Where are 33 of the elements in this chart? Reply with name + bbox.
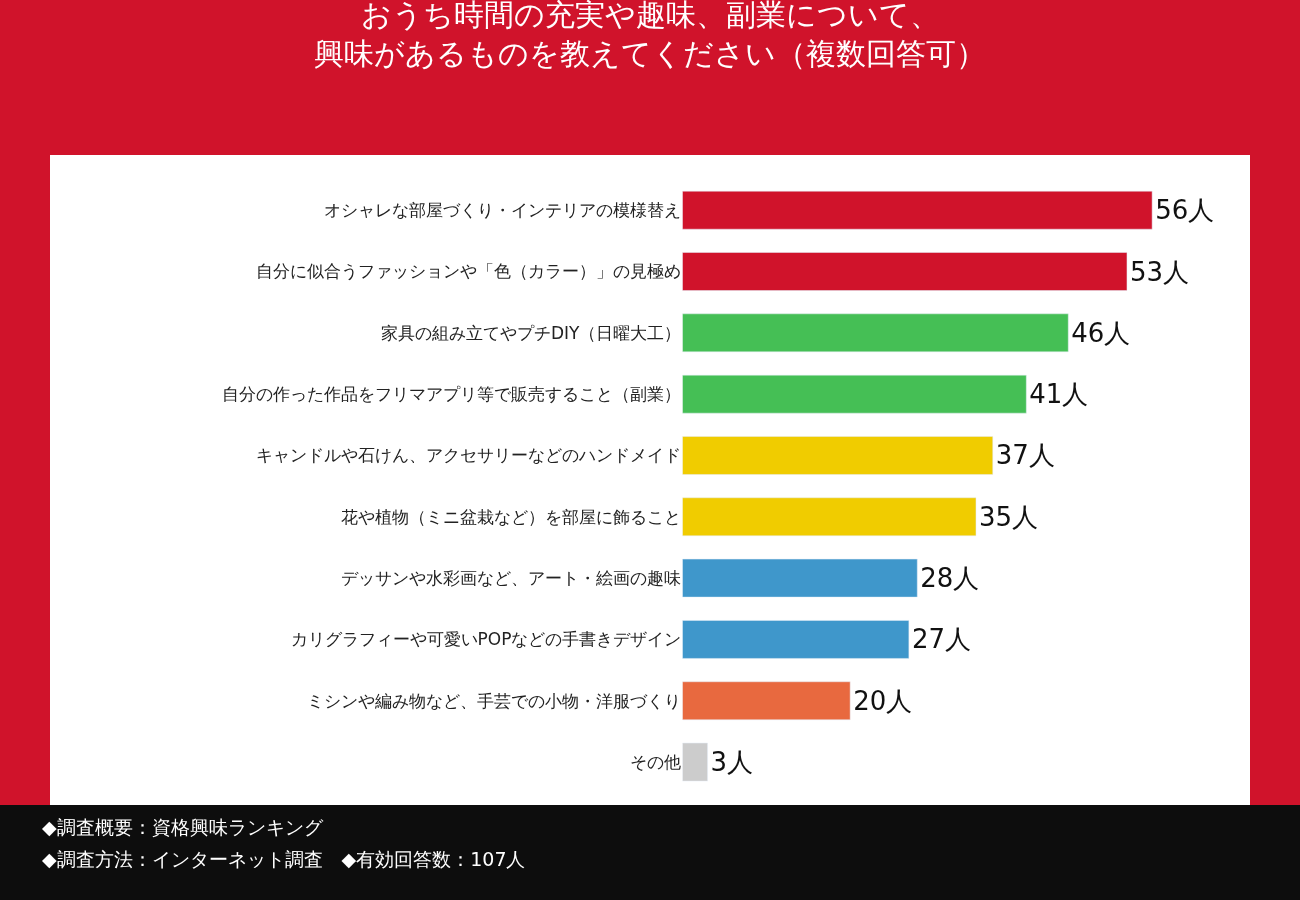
y-tick-label: オシャレな部屋づくり・インテリアの模様替え: [324, 200, 682, 221]
y-tick-label: キャンドルや石けん、アクセサリーなどのハンドメイド: [256, 445, 682, 466]
data-label: 27人: [911, 624, 971, 655]
bar: [682, 190, 1153, 230]
text: ◆調査方法：インターネット調査 ◆有効回答数：107人: [42, 848, 526, 870]
data-label: 3人: [710, 747, 754, 778]
data-label: 35人: [978, 501, 1039, 532]
bar: [682, 436, 994, 475]
data-label: 41人: [1029, 379, 1089, 410]
y-tick-label: デッサンや水彩画など、アート・絵画の趣味: [341, 568, 682, 589]
y-tick-label: 自分に似合うファッションや「色（カラー）」の見極め: [256, 261, 682, 282]
y-tick-label: ミシンや編み物など、手芸での小物・洋服づくり: [307, 690, 682, 711]
data-label: 56人: [1155, 195, 1215, 226]
y-tick-label: カリグラフィーや可愛いPOPなどの手書きデザイン: [290, 629, 682, 650]
y-tick-label: 自分の作った作品をフリマアプリ等で販売すること（副業）: [222, 384, 682, 405]
bar: [682, 620, 910, 659]
text: ◆調査概要：資格興味ランキング: [42, 816, 324, 838]
bar: [682, 313, 1069, 353]
bar: [682, 252, 1128, 291]
data-label: 53人: [1129, 256, 1190, 287]
bar: [682, 558, 918, 598]
data-label: 20人: [853, 685, 913, 716]
data-label: 37人: [995, 440, 1055, 471]
data-label: 28人: [920, 563, 980, 594]
data-label: 46人: [1071, 317, 1131, 348]
bar: [682, 374, 1027, 414]
bar: [682, 742, 708, 782]
y-tick-label: その他: [630, 752, 682, 773]
chart-title: おうち時間の充実や趣味、副業について、興味があるものを教えてください（複数回答可）: [314, 0, 986, 71]
y-tick-label: 花や植物（ミニ盆栽など）を部屋に飾ること: [341, 506, 682, 527]
y-tick-label: 家具の組み立てやプチDIY（日曜大工）: [380, 322, 682, 343]
bar: [682, 681, 851, 721]
bar: [682, 497, 977, 537]
